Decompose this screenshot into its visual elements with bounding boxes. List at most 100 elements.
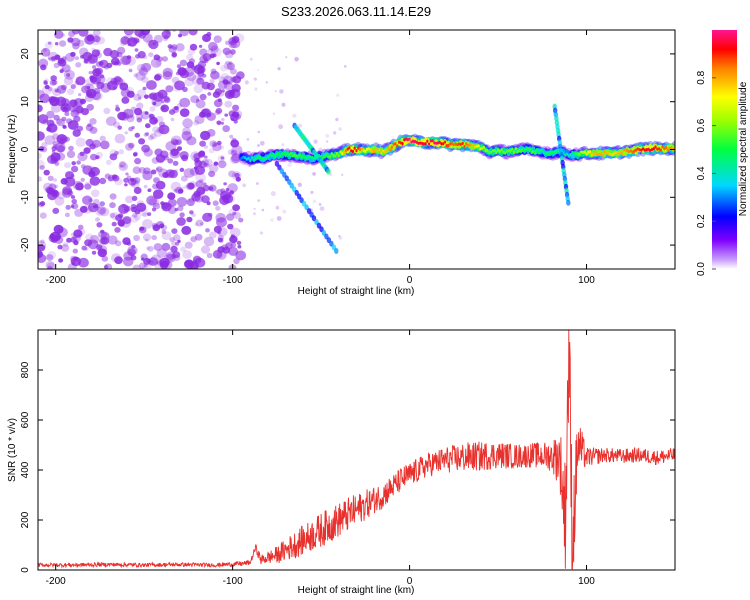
streak-mark [566, 199, 571, 206]
ridge-mark [502, 150, 505, 154]
noise-blob [206, 82, 215, 91]
ridge-mark [627, 150, 631, 154]
noise-blob [199, 48, 208, 56]
noise-blob [186, 216, 193, 223]
ridge-mark [583, 150, 586, 154]
noise-blob [38, 159, 45, 170]
noise-blob [136, 117, 143, 123]
ridge-mark [286, 151, 289, 156]
streak-mark [326, 168, 331, 175]
noise-blob [205, 228, 210, 233]
noise-blob [176, 64, 182, 69]
noise-blob [162, 37, 168, 42]
noise-blob [215, 205, 221, 211]
noise-blob [189, 210, 194, 215]
noise-blob [216, 217, 227, 228]
ridge-mark [321, 156, 324, 160]
noise-blob [61, 116, 67, 122]
noise-blob [38, 131, 45, 141]
noise-blob [146, 39, 154, 47]
noise-blob [226, 80, 231, 85]
ridge-mark [401, 141, 404, 146]
ridge-mark [571, 150, 574, 155]
noise-blob [231, 242, 237, 248]
ridge-mark [362, 148, 365, 153]
noise-blob [46, 126, 52, 132]
colorbar-label: Normalized spectral amplitude [738, 81, 749, 216]
ridge-mark [663, 147, 666, 151]
noise-blob [100, 229, 105, 234]
ridge-mark [509, 149, 512, 153]
ridge-mark [282, 151, 286, 155]
noise-blob [222, 47, 231, 55]
y-tick-label: 200 [20, 511, 31, 528]
noise-blob [175, 139, 182, 145]
noise-blob [186, 136, 197, 146]
noise-blob [235, 250, 247, 261]
noise-blob [173, 189, 178, 193]
colorbar-tick-label: 0.0 [696, 262, 707, 276]
noise-blob [86, 86, 91, 90]
noise-blob [199, 55, 208, 63]
noise-blob [209, 140, 217, 148]
noise-blob [64, 162, 71, 169]
ridge-mark [470, 142, 473, 146]
noise-blob [148, 257, 158, 266]
ridge-mark [587, 150, 590, 154]
ridge-mark [622, 148, 625, 152]
noise-blob [183, 185, 188, 189]
noise-blob [318, 203, 322, 206]
ridge-mark [385, 149, 388, 153]
ridge-mark [334, 154, 337, 158]
noise-blob [55, 234, 62, 240]
noise-blob [192, 255, 201, 263]
noise-blob [184, 241, 193, 249]
noise-blob [140, 111, 150, 120]
ridge-mark [344, 149, 347, 153]
ridge-mark [629, 149, 632, 153]
ridge-mark [305, 157, 309, 161]
ridge-mark [360, 147, 363, 151]
ridge-mark [601, 153, 604, 157]
noise-blob [165, 30, 171, 35]
ridge-mark [378, 148, 381, 152]
noise-blob [133, 73, 139, 78]
noise-blob [177, 205, 184, 212]
noise-blob [212, 249, 223, 259]
noise-blob [165, 85, 174, 93]
noise-blob [195, 180, 204, 188]
noise-blob [202, 184, 210, 192]
ridge-mark [474, 145, 477, 149]
noise-blob [194, 63, 204, 72]
ridge-mark [624, 148, 627, 152]
ridge-mark [557, 149, 560, 153]
ridge-mark [443, 140, 447, 144]
ridge-mark [505, 149, 508, 153]
noise-blob [175, 71, 180, 76]
ridge-mark [387, 146, 390, 150]
noise-blob [88, 71, 93, 75]
noise-blob [163, 173, 169, 179]
noise-blob [92, 30, 101, 37]
colorbar-tick-label: 0.4 [696, 166, 707, 180]
ridge-mark [284, 154, 287, 158]
noise-blob [224, 90, 235, 99]
noise-blob [133, 93, 142, 102]
ridge-mark [381, 149, 385, 153]
noise-blob [259, 231, 264, 235]
noise-blob [189, 43, 198, 51]
noise-blob [148, 52, 154, 58]
noise-blob [54, 184, 59, 189]
ridge-mark [620, 152, 624, 156]
noise-blob [153, 243, 163, 251]
noise-blob [182, 250, 192, 259]
noise-blob [54, 30, 64, 39]
ridge-mark [383, 150, 386, 154]
ridge-mark [659, 148, 662, 152]
noise-blob [89, 176, 101, 186]
noise-blob [179, 97, 191, 108]
noise-blob [169, 148, 181, 159]
ridge-mark [374, 146, 378, 150]
noise-blob [274, 90, 277, 93]
